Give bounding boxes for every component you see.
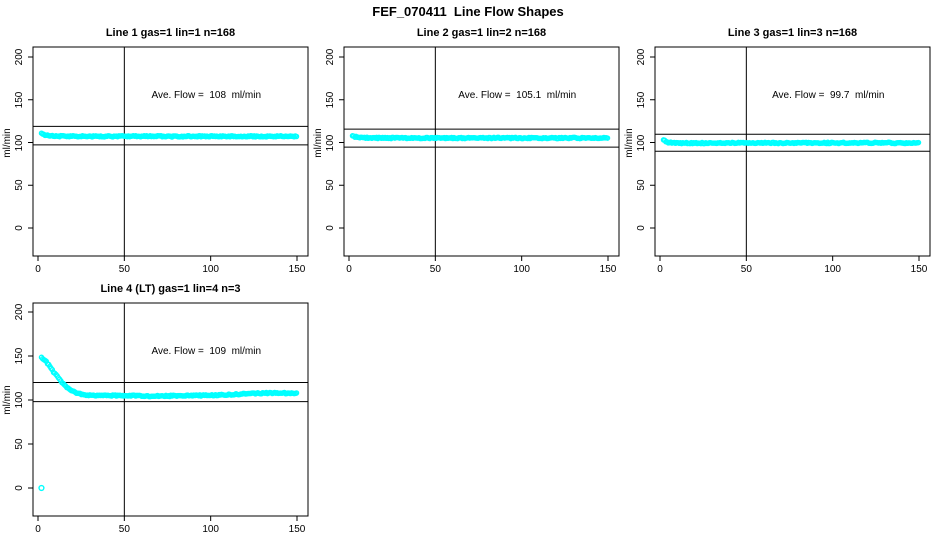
- figure-title: FEF_070411 Line Flow Shapes: [372, 4, 564, 19]
- plot-box: [343, 46, 620, 257]
- x-tick-label: 100: [202, 264, 219, 275]
- subplot-2: [339, 46, 620, 261]
- y-tick-label: 200: [14, 303, 25, 321]
- x-tick-label: 0: [346, 264, 352, 275]
- y-tick-label: 0: [325, 225, 336, 231]
- x-tick-label: 150: [599, 264, 617, 275]
- x-tick-label: 150: [910, 264, 928, 275]
- y-tick-label: 200: [636, 48, 647, 66]
- y-tick-label: 0: [636, 225, 647, 231]
- subplot-2-y-axis-label: ml/min: [313, 127, 324, 158]
- subplot-1-y-axis-label: ml/min: [2, 127, 13, 158]
- y-tick-label: 50: [325, 179, 336, 191]
- subplot-3-y-axis-label: ml/min: [624, 127, 635, 158]
- y-tick-label: 0: [14, 485, 25, 491]
- y-tick-label: 150: [636, 91, 647, 109]
- outlier-point: [38, 484, 45, 492]
- subplot-3-ave-flow-annotation: Ave. Flow = 99.7 ml/min: [772, 90, 885, 101]
- x-tick-label: 150: [288, 524, 306, 535]
- x-tick-label: 0: [35, 524, 41, 535]
- y-tick-label: 150: [325, 91, 336, 109]
- y-tick-label: 100: [636, 134, 647, 151]
- subplot-4-ave-flow-annotation: Ave. Flow = 109 ml/min: [151, 346, 262, 357]
- subplot-2-title: Line 2 gas=1 lin=2 n=168: [416, 27, 547, 39]
- x-tick-label: 150: [288, 264, 306, 275]
- y-tick-label: 200: [14, 48, 25, 66]
- x-tick-label: 0: [657, 264, 663, 275]
- subplot-3-title: Line 3 gas=1 lin=3 n=168: [727, 27, 858, 39]
- subplot-4: [28, 302, 309, 521]
- y-tick-label: 150: [14, 91, 25, 109]
- y-tick-label: 100: [325, 134, 336, 151]
- x-tick-label: 100: [824, 264, 841, 275]
- subplot-4-y-axis-label: ml/min: [2, 385, 13, 415]
- y-tick-label: 50: [636, 179, 647, 191]
- subplot-1: [28, 46, 309, 261]
- subplot-4-title: Line 4 (LT) gas=1 lin=4 n=3: [100, 283, 241, 295]
- subplot-3: [650, 46, 931, 261]
- y-tick-label: 50: [14, 179, 25, 191]
- subplot-1-ave-flow-annotation: Ave. Flow = 108 ml/min: [151, 90, 262, 101]
- y-tick-label: 150: [14, 347, 25, 365]
- x-tick-label: 50: [740, 264, 752, 275]
- x-tick-label: 50: [429, 264, 441, 275]
- y-tick-label: 100: [14, 134, 25, 151]
- y-tick-label: 0: [14, 225, 25, 231]
- flow-data-points: [38, 354, 300, 492]
- flow-data-points: [38, 130, 300, 140]
- flow-data-points: [660, 137, 922, 147]
- subplot-2-ave-flow-annotation: Ave. Flow = 105.1 ml/min: [458, 90, 577, 101]
- x-tick-label: 50: [118, 524, 130, 535]
- y-tick-label: 50: [14, 438, 25, 450]
- y-tick-label: 100: [14, 391, 25, 409]
- x-tick-label: 0: [35, 264, 41, 275]
- x-tick-label: 100: [513, 264, 530, 275]
- plot-box: [32, 302, 309, 517]
- x-tick-label: 50: [118, 264, 130, 275]
- x-tick-label: 100: [202, 524, 219, 535]
- y-tick-label: 200: [325, 48, 336, 66]
- plot-box: [32, 46, 309, 257]
- flow-data-points: [349, 133, 611, 142]
- subplot-1-title: Line 1 gas=1 lin=1 n=168: [105, 27, 236, 39]
